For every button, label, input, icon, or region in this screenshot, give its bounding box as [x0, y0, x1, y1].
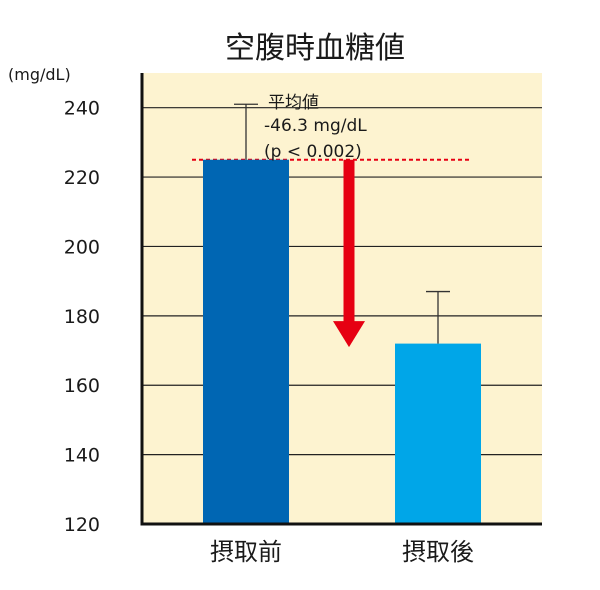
- y-tick-label: 240: [64, 98, 100, 120]
- y-tick-label: 180: [64, 306, 100, 328]
- x-category-label: 摂取後: [402, 538, 474, 566]
- y-axis-unit-label: (mg/dL): [8, 65, 71, 84]
- annotation: 平均値 -46.3 mg/dL (p < 0.002): [264, 93, 367, 162]
- x-category-label: 摂取前: [210, 538, 282, 566]
- y-tick-label: 160: [64, 375, 100, 397]
- y-tick-label: 140: [64, 445, 100, 467]
- error-bars: [234, 103, 450, 344]
- plot-background: [142, 73, 542, 524]
- chart-title: 空腹時血糖値: [225, 31, 405, 66]
- y-tick-label: 200: [64, 236, 100, 258]
- bar: [395, 343, 481, 524]
- decrease-arrow-head: [333, 321, 365, 348]
- bars: [203, 159, 481, 524]
- y-tick-label: 220: [64, 167, 100, 189]
- annotation-line-1: 平均値: [268, 93, 319, 113]
- x-axis-categories: 摂取前 摂取後: [210, 538, 474, 566]
- bar: [203, 159, 289, 524]
- y-axis-ticks: 120 140 160 180 200 220 240: [64, 98, 100, 536]
- annotation-line-2: -46.3 mg/dL: [264, 116, 367, 136]
- y-tick-label: 120: [64, 514, 100, 536]
- annotation-line-3: (p < 0.002): [264, 142, 362, 162]
